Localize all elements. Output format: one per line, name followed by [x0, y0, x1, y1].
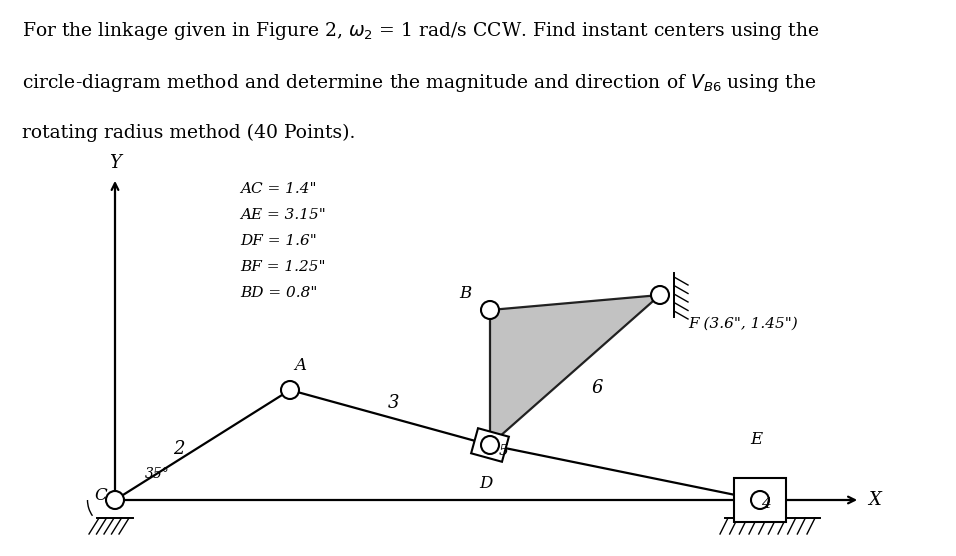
Circle shape	[281, 381, 299, 399]
Polygon shape	[471, 428, 509, 462]
Text: AE = 3.15": AE = 3.15"	[240, 208, 326, 222]
Circle shape	[481, 436, 499, 454]
Text: D: D	[479, 475, 492, 492]
Text: E: E	[750, 431, 762, 448]
Bar	[734, 478, 786, 522]
Text: For the linkage given in Figure 2, $\omega_2$ = 1 rad/s CCW. Find instant center: For the linkage given in Figure 2, $\ome…	[22, 20, 819, 42]
Text: AC = 1.4": AC = 1.4"	[240, 182, 316, 196]
Text: F (3.6", 1.45"): F (3.6", 1.45")	[688, 317, 797, 331]
Text: 5: 5	[499, 444, 509, 458]
Text: 35°: 35°	[145, 467, 170, 481]
Circle shape	[751, 491, 769, 509]
Circle shape	[106, 491, 124, 509]
Text: B: B	[460, 285, 472, 302]
Text: BF = 1.25": BF = 1.25"	[240, 260, 325, 274]
Polygon shape	[490, 295, 660, 445]
Text: C: C	[95, 488, 107, 504]
Text: X: X	[868, 491, 880, 509]
Text: circle-diagram method and determine the magnitude and direction of $V_{B6}$ usin: circle-diagram method and determine the …	[22, 72, 816, 94]
Text: DF = 1.6": DF = 1.6"	[240, 234, 316, 248]
Text: 6: 6	[591, 379, 602, 397]
Text: A: A	[294, 357, 306, 374]
Text: BD = 0.8": BD = 0.8"	[240, 286, 317, 300]
Text: Y: Y	[109, 154, 121, 172]
Circle shape	[651, 286, 669, 304]
Text: 4: 4	[761, 497, 771, 511]
Circle shape	[481, 301, 499, 319]
Text: 2: 2	[173, 440, 185, 458]
Text: 3: 3	[388, 395, 400, 413]
Text: rotating radius method (40 Points).: rotating radius method (40 Points).	[22, 124, 356, 142]
